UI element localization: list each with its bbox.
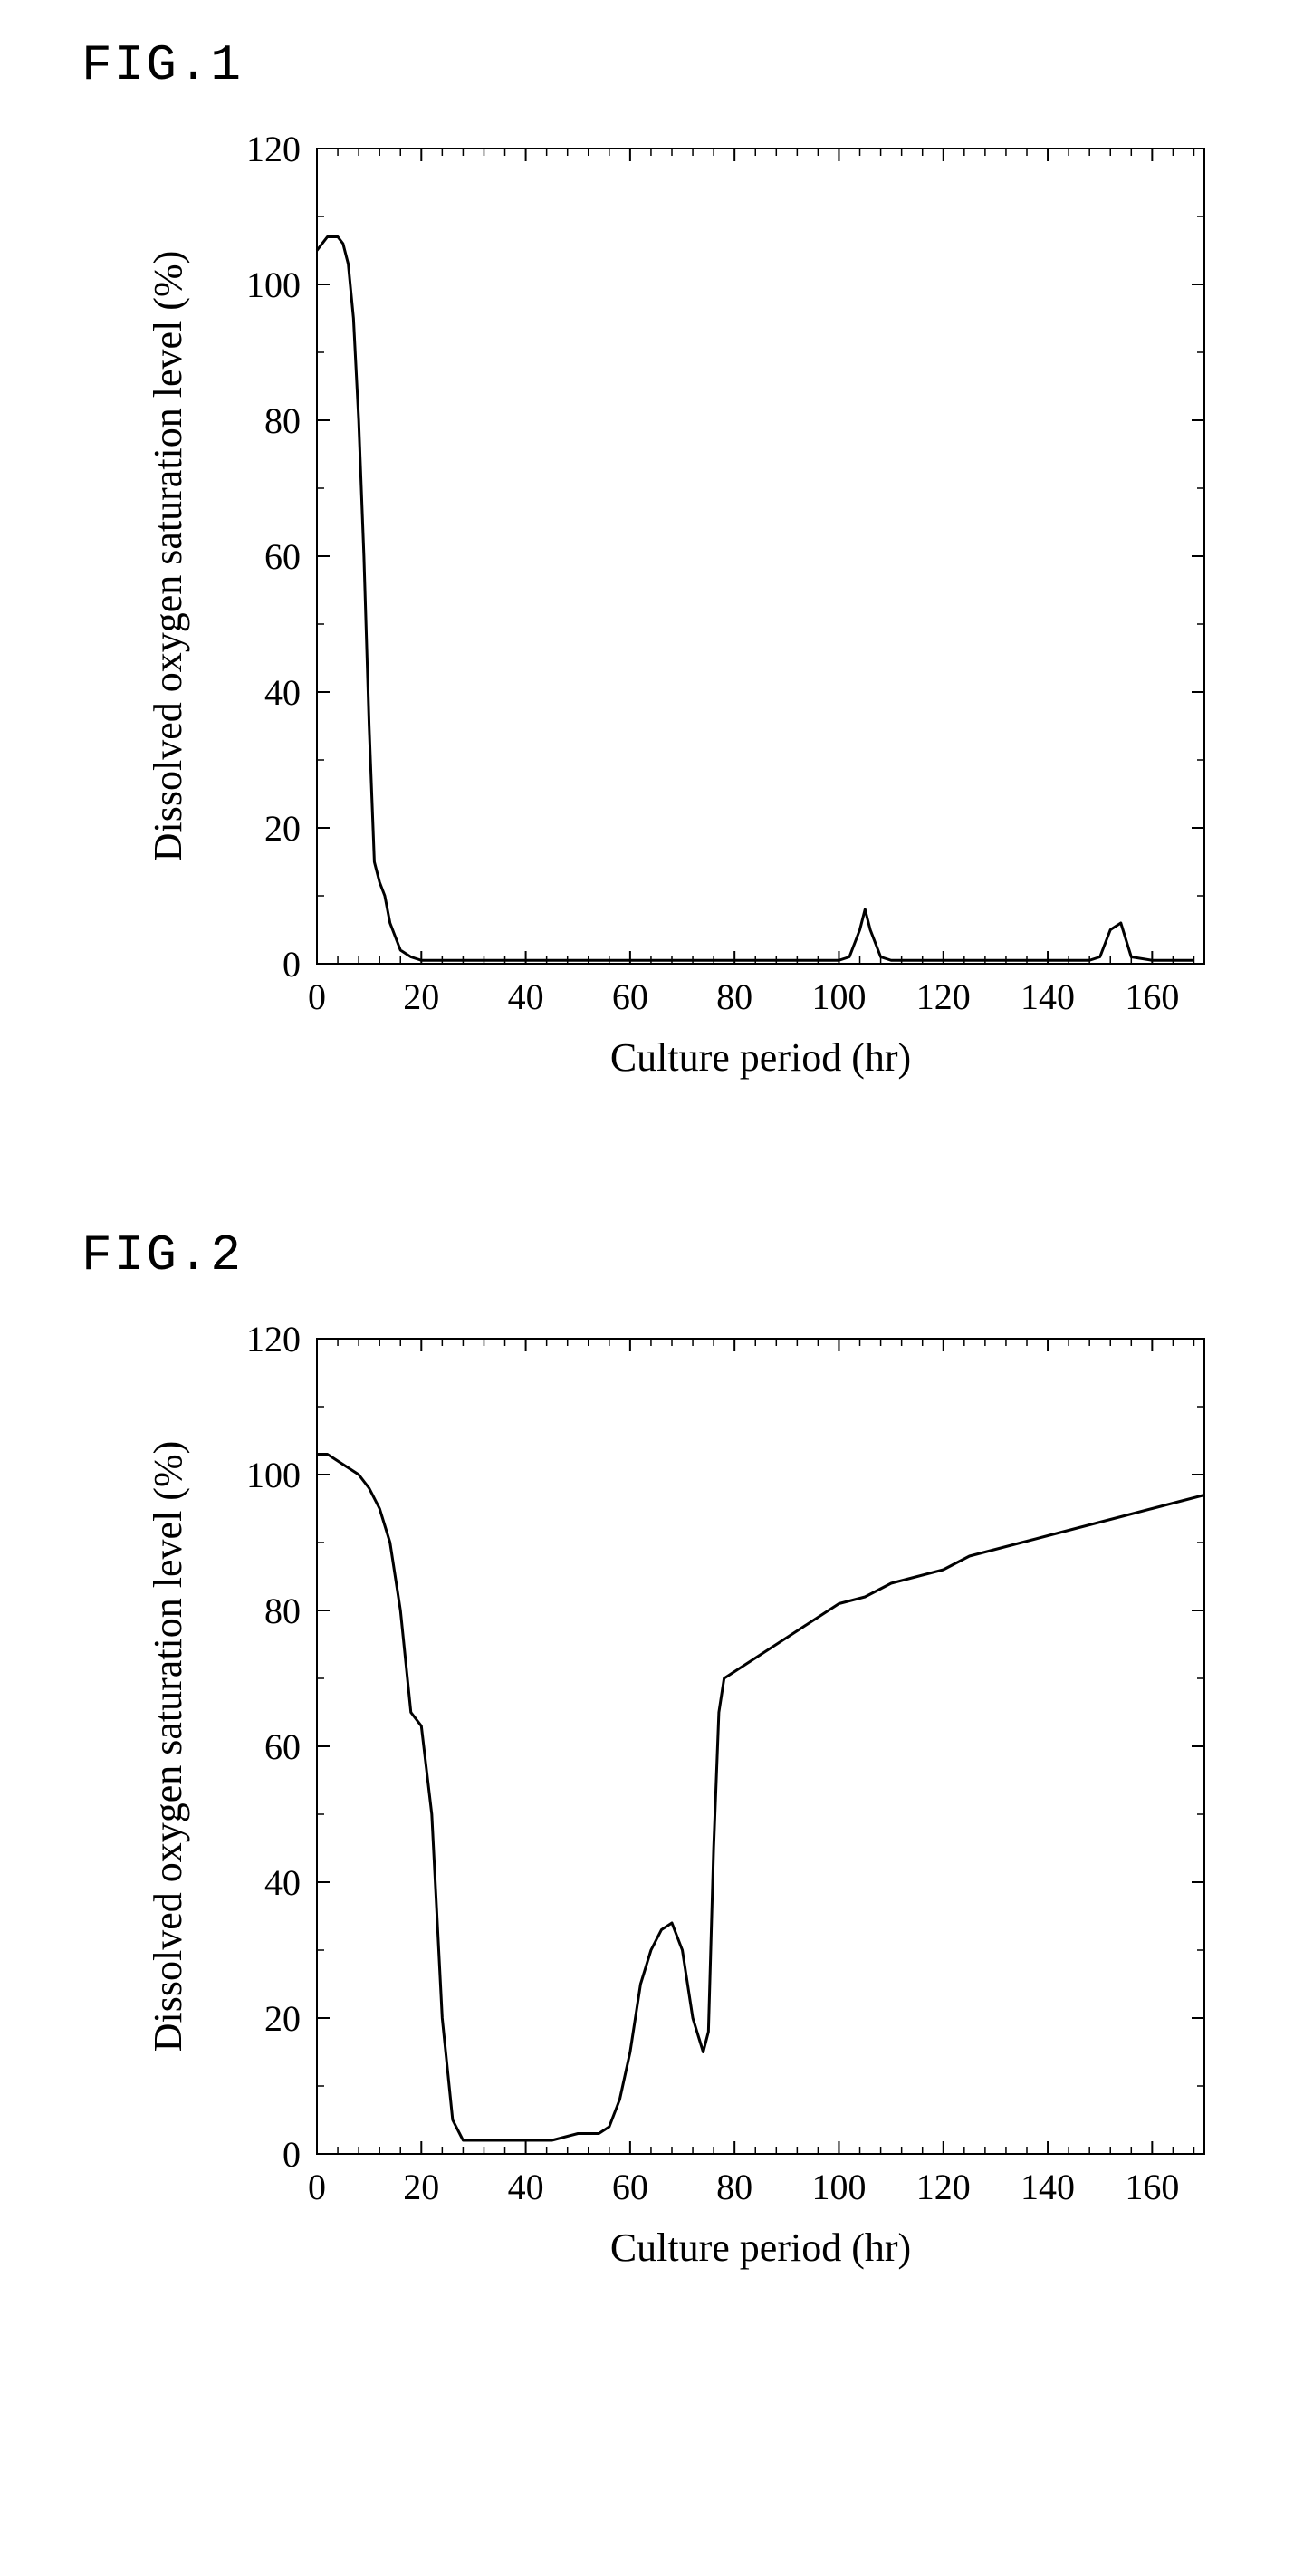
figure-1-block: FIG.1 0 20 40 60 80 100 120 140 160 0 20 40 60 80 100 1…: [27, 36, 1286, 1118]
svg-text:0: 0: [308, 2167, 326, 2207]
svg-text:20: 20: [264, 808, 301, 849]
svg-text:40: 40: [508, 2167, 544, 2207]
svg-text:0: 0: [283, 2134, 301, 2175]
svg-text:120: 120: [246, 1319, 301, 1360]
figure-1-chart: 020406080100120140160020406080100120Cult…: [118, 121, 1286, 1118]
svg-text:20: 20: [264, 1998, 301, 2039]
svg-text:80: 80: [264, 400, 301, 441]
svg-text:140: 140: [1021, 2167, 1075, 2207]
svg-text:120: 120: [916, 976, 971, 1017]
svg-text:100: 100: [246, 1455, 301, 1495]
svg-text:20: 20: [403, 976, 439, 1017]
svg-text:100: 100: [811, 2167, 866, 2207]
svg-text:80: 80: [716, 2167, 752, 2207]
figure-2-chart: 020406080100120140160020406080100120Cult…: [118, 1312, 1286, 2308]
svg-text:160: 160: [1125, 2167, 1179, 2207]
svg-text:Culture period (hr): Culture period (hr): [610, 1035, 911, 1080]
svg-text:40: 40: [264, 1862, 301, 1903]
svg-text:100: 100: [246, 264, 301, 305]
svg-text:140: 140: [1021, 976, 1075, 1017]
figure-2-label: FIG.2: [81, 1226, 1286, 1284]
svg-text:60: 60: [612, 976, 648, 1017]
svg-text:120: 120: [246, 129, 301, 169]
svg-text:0: 0: [283, 944, 301, 985]
svg-text:80: 80: [264, 1591, 301, 1631]
svg-text:Dissolved oxygen saturation le: Dissolved oxygen saturation level (%): [146, 1441, 190, 2052]
svg-text:40: 40: [264, 672, 301, 713]
svg-text:0: 0: [308, 976, 326, 1017]
svg-text:60: 60: [612, 2167, 648, 2207]
svg-text:40: 40: [508, 976, 544, 1017]
figure-2-svg: 020406080100120140160020406080100120Cult…: [118, 1312, 1241, 2308]
svg-text:Culture period (hr): Culture period (hr): [610, 2225, 911, 2270]
svg-text:60: 60: [264, 1726, 301, 1767]
svg-text:80: 80: [716, 976, 752, 1017]
svg-text:60: 60: [264, 536, 301, 577]
svg-text:20: 20: [403, 2167, 439, 2207]
figure-1-svg: 020406080100120140160020406080100120Cult…: [118, 121, 1241, 1118]
figure-1-label: FIG.1: [81, 36, 1286, 94]
svg-text:160: 160: [1125, 976, 1179, 1017]
svg-text:100: 100: [811, 976, 866, 1017]
figure-2-block: FIG.2 0 20 40 60 80 100 120 140 160 0 20 40 60 80 100 1…: [27, 1226, 1286, 2308]
svg-text:Dissolved oxygen saturation le: Dissolved oxygen saturation level (%): [146, 251, 190, 862]
svg-text:120: 120: [916, 2167, 971, 2207]
